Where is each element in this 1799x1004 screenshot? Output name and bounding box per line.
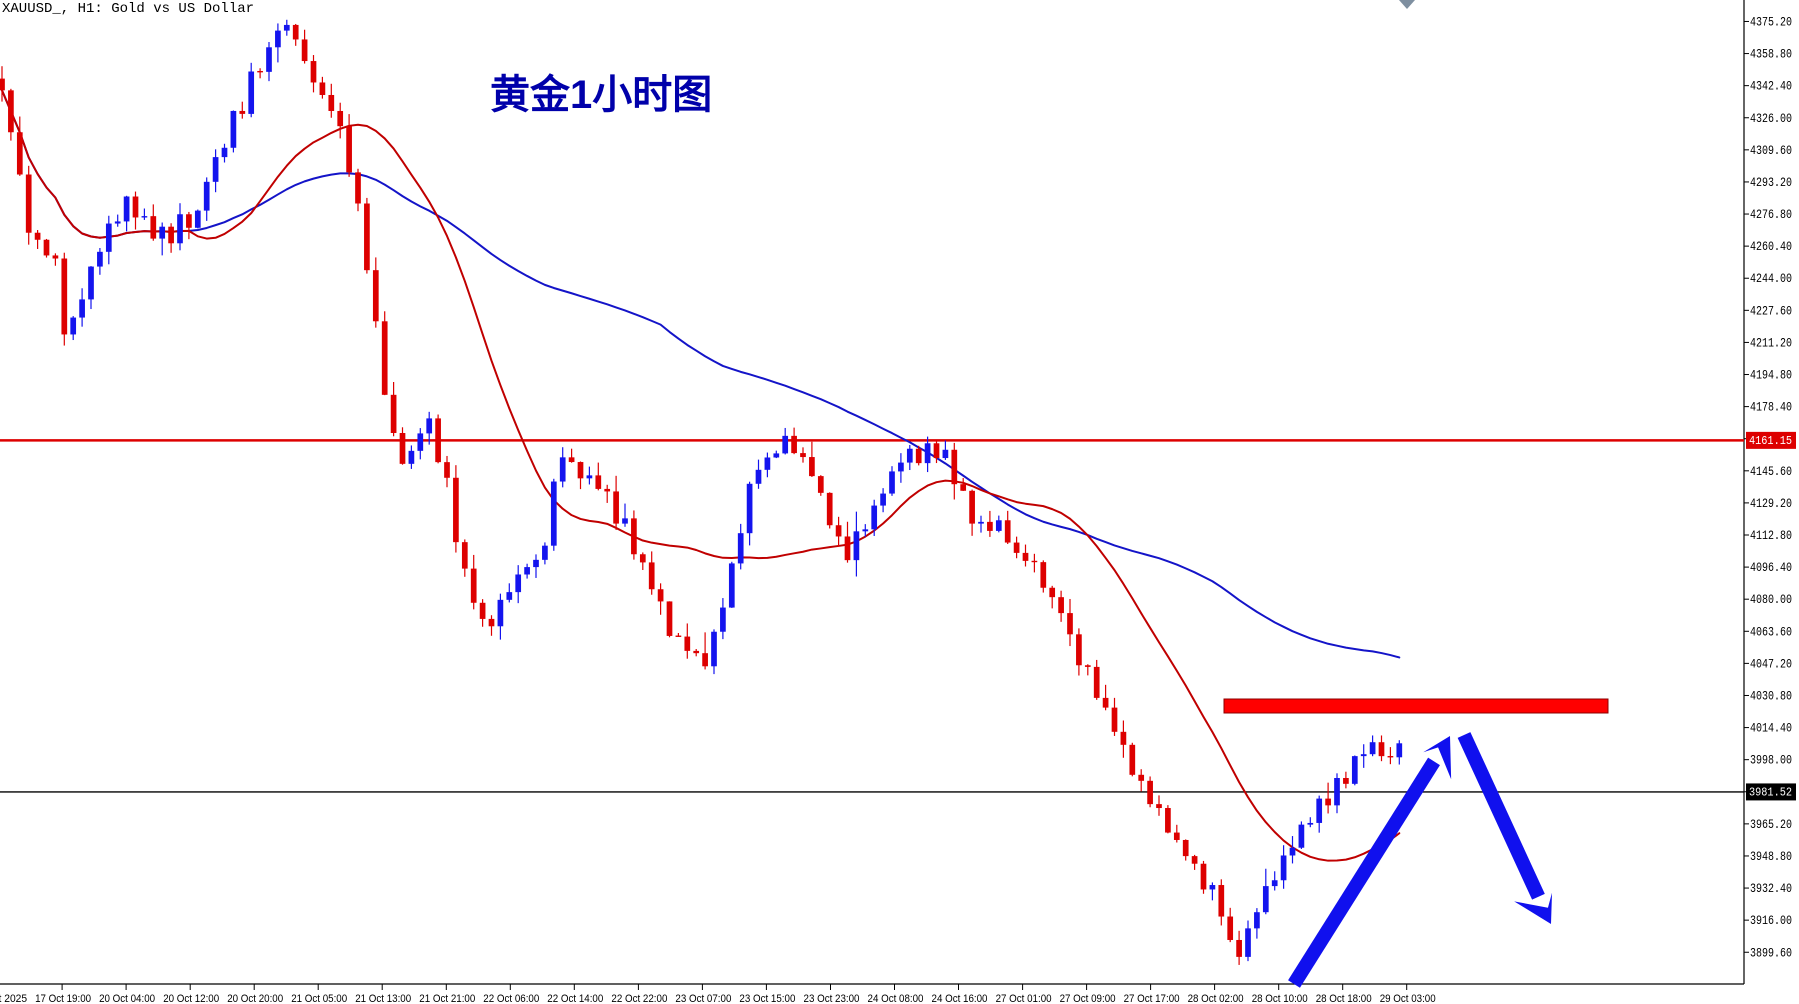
svg-text:4063.60: 4063.60 [1750,625,1792,639]
svg-text:17 Oct 2025: 17 Oct 2025 [0,993,27,1004]
svg-text:4227.60: 4227.60 [1750,304,1792,318]
svg-text:4014.40: 4014.40 [1750,722,1792,736]
svg-text:3899.60: 3899.60 [1750,946,1792,960]
svg-text:4112.80: 4112.80 [1750,529,1792,543]
svg-text:4358.80: 4358.80 [1750,48,1792,62]
svg-text:4342.40: 4342.40 [1750,80,1792,94]
svg-text:4375.20: 4375.20 [1750,15,1792,29]
svg-text:22 Oct 14:00: 22 Oct 14:00 [547,993,603,1004]
svg-text:28 Oct 10:00: 28 Oct 10:00 [1252,993,1308,1004]
svg-text:3965.20: 3965.20 [1750,818,1792,832]
svg-text:4244.00: 4244.00 [1750,272,1792,286]
svg-text:4145.60: 4145.60 [1750,465,1792,479]
svg-text:22 Oct 22:00: 22 Oct 22:00 [611,993,667,1004]
svg-text:28 Oct 02:00: 28 Oct 02:00 [1188,993,1244,1004]
svg-text:4030.80: 4030.80 [1750,689,1792,703]
svg-text:21 Oct 13:00: 21 Oct 13:00 [355,993,411,1004]
svg-text:4178.40: 4178.40 [1750,401,1792,415]
svg-text:4276.80: 4276.80 [1750,208,1792,222]
svg-text:22 Oct 06:00: 22 Oct 06:00 [483,993,539,1004]
svg-text:4194.80: 4194.80 [1750,369,1792,383]
svg-text:4129.20: 4129.20 [1750,497,1792,511]
svg-text:20 Oct 12:00: 20 Oct 12:00 [163,993,219,1004]
svg-text:3998.00: 3998.00 [1750,754,1792,768]
svg-text:29 Oct 03:00: 29 Oct 03:00 [1380,993,1436,1004]
svg-text:4161.15: 4161.15 [1749,434,1792,448]
svg-text:21 Oct 05:00: 21 Oct 05:00 [291,993,347,1004]
svg-text:27 Oct 17:00: 27 Oct 17:00 [1124,993,1180,1004]
svg-text:27 Oct 01:00: 27 Oct 01:00 [996,993,1052,1004]
svg-text:4260.40: 4260.40 [1750,240,1792,254]
svg-text:17 Oct 19:00: 17 Oct 19:00 [35,993,91,1004]
svg-text:20 Oct 04:00: 20 Oct 04:00 [99,993,155,1004]
svg-text:3916.00: 3916.00 [1750,914,1792,928]
svg-text:XAUUSD_, H1: Gold vs US Dolla: XAUUSD_, H1: Gold vs US Dollar [2,1,254,17]
svg-text:3981.52: 3981.52 [1749,785,1792,799]
svg-text:23 Oct 23:00: 23 Oct 23:00 [804,993,860,1004]
svg-text:黄金1小时图: 黄金1小时图 [490,72,712,117]
svg-text:4293.20: 4293.20 [1750,176,1792,190]
svg-text:20 Oct 20:00: 20 Oct 20:00 [227,993,283,1004]
svg-text:4326.00: 4326.00 [1750,112,1792,126]
svg-text:27 Oct 09:00: 27 Oct 09:00 [1060,993,1116,1004]
svg-text:23 Oct 07:00: 23 Oct 07:00 [675,993,731,1004]
svg-text:4047.20: 4047.20 [1750,657,1792,671]
svg-text:24 Oct 16:00: 24 Oct 16:00 [932,993,988,1004]
svg-text:24 Oct 08:00: 24 Oct 08:00 [868,993,924,1004]
svg-text:21 Oct 21:00: 21 Oct 21:00 [419,993,475,1004]
svg-text:28 Oct 18:00: 28 Oct 18:00 [1316,993,1372,1004]
svg-text:3948.80: 3948.80 [1750,850,1792,864]
svg-text:23 Oct 15:00: 23 Oct 15:00 [739,993,795,1004]
svg-text:4211.20: 4211.20 [1750,336,1792,350]
svg-text:4096.40: 4096.40 [1750,561,1792,575]
svg-text:3932.40: 3932.40 [1750,882,1792,896]
svg-text:4080.00: 4080.00 [1750,593,1792,607]
svg-text:4309.60: 4309.60 [1750,144,1792,158]
